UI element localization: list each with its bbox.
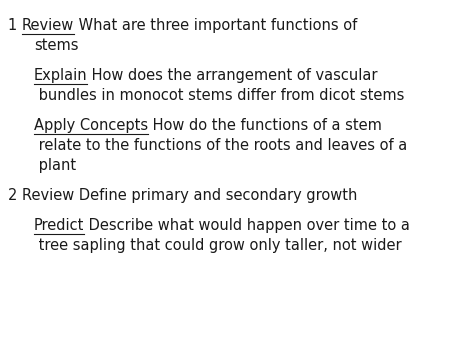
Text: tree sapling that could grow only taller, not wider: tree sapling that could grow only taller… — [34, 238, 401, 253]
Text: How do the functions of a stem: How do the functions of a stem — [148, 118, 382, 133]
Text: Review: Review — [22, 18, 74, 33]
Text: Predict: Predict — [34, 218, 84, 233]
Text: relate to the functions of the roots and leaves of a: relate to the functions of the roots and… — [34, 138, 407, 153]
Text: 1: 1 — [8, 18, 22, 33]
Text: Apply Concepts: Apply Concepts — [34, 118, 148, 133]
Text: bundles in monocot stems differ from dicot stems: bundles in monocot stems differ from dic… — [34, 88, 404, 103]
Text: Describe what would happen over time to a: Describe what would happen over time to … — [84, 218, 410, 233]
Text: Explain: Explain — [34, 68, 87, 83]
Text: How does the arrangement of vascular: How does the arrangement of vascular — [87, 68, 378, 83]
Text: stems: stems — [34, 38, 78, 53]
Text: 2 Review Define primary and secondary growth: 2 Review Define primary and secondary gr… — [8, 188, 357, 203]
Text: What are three important functions of: What are three important functions of — [74, 18, 357, 33]
Text: plant: plant — [34, 158, 76, 173]
